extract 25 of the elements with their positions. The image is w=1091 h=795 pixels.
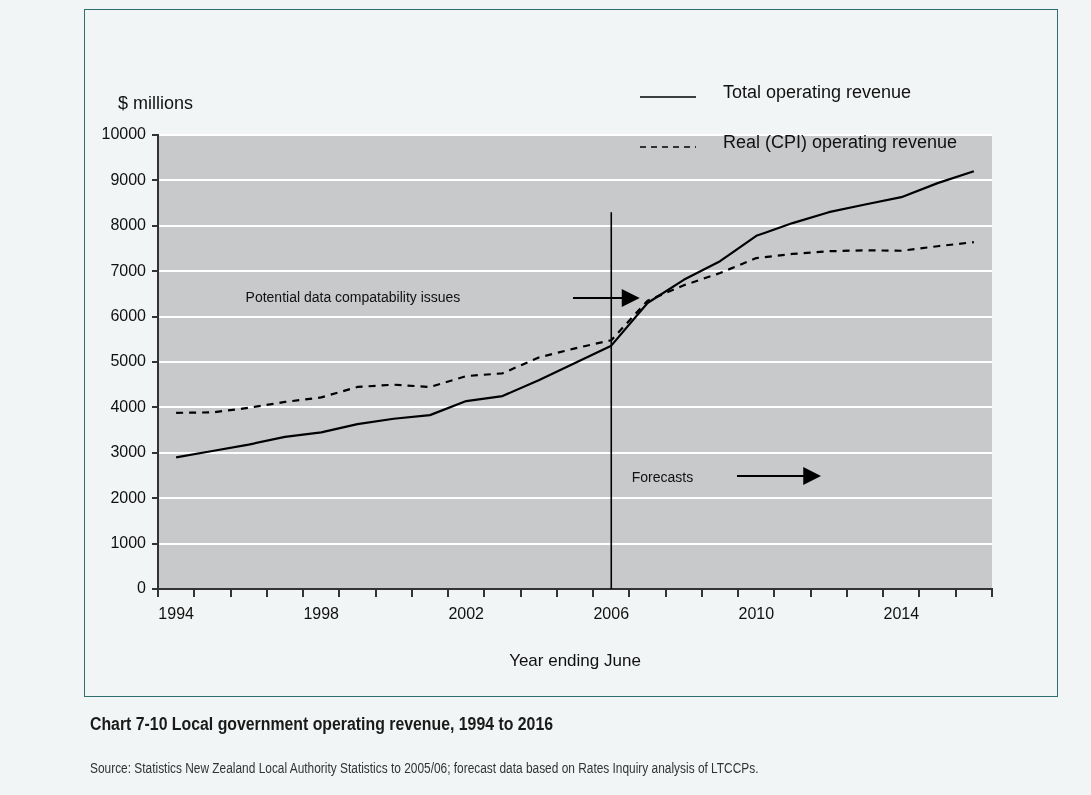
- y-tick-label: 9000: [110, 170, 147, 188]
- x-tick-label: 1998: [303, 605, 340, 623]
- y-tick-label: 10000: [101, 125, 147, 143]
- x-tick-label: 2002: [448, 605, 485, 623]
- annotation: Forecasts: [631, 468, 694, 485]
- y-tick-label: 7000: [110, 261, 147, 279]
- legend-label: Total operating revenue: [723, 82, 912, 103]
- y-tick-label: 2000: [110, 488, 147, 506]
- y-tick-label: 8000: [110, 216, 147, 234]
- y-tick-label: 6000: [110, 307, 147, 325]
- y-tick-label: 4000: [110, 397, 147, 415]
- x-tick-label: 2006: [593, 605, 630, 623]
- legend-label: Real (CPI) operating revenue: [723, 132, 958, 153]
- y-tick-label: 0: [137, 579, 147, 597]
- x-tick-label: 2014: [883, 605, 920, 623]
- y-tick-label: 1000: [110, 534, 147, 552]
- x-axis-title: Year ending June: [509, 651, 641, 671]
- x-tick-label: 1994: [158, 605, 195, 623]
- y-tick-label: 5000: [110, 352, 147, 370]
- x-tick-label: 2010: [738, 605, 775, 623]
- text: Chart 7-10 Local government operating revenue, 1994 to 2016: [90, 714, 554, 735]
- source-note: Source: Statistics New Zealand Local Authority Statistics to 2005/06; forecast data based on Rates Inquiry analysis of LTCCPs.: [90, 760, 759, 776]
- y-tick-label: 3000: [110, 443, 147, 461]
- annotation: Potential data compatability issues: [245, 289, 461, 306]
- y-axis-title: $ millions: [118, 93, 194, 114]
